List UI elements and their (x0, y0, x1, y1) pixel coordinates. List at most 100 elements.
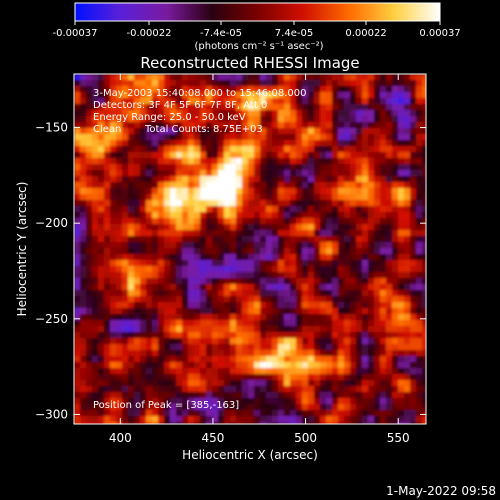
heatmap-cell (188, 254, 195, 261)
heatmap-cell (182, 158, 189, 165)
heatmap-cell (134, 134, 141, 141)
heatmap-cell (368, 104, 375, 111)
heatmap-cell (86, 326, 93, 333)
heatmap-cell (386, 284, 393, 291)
heatmap-cell (398, 332, 405, 339)
heatmap-cell (74, 344, 81, 351)
heatmap-cell (242, 410, 249, 417)
heatmap-cell (236, 296, 243, 303)
heatmap-cell (416, 242, 423, 249)
heatmap-cell (344, 350, 351, 357)
heatmap-cell (326, 188, 333, 195)
heatmap-cell (338, 248, 345, 255)
heatmap-cell (344, 158, 351, 165)
heatmap-cell (236, 206, 243, 213)
heatmap-cell (392, 386, 399, 393)
heatmap-cell (80, 422, 87, 424)
heatmap-cell (158, 302, 165, 309)
heatmap-cell (368, 74, 375, 81)
heatmap-cell (206, 236, 213, 243)
heatmap-cell (296, 350, 303, 357)
heatmap-cell (92, 278, 99, 285)
heatmap-cell (224, 362, 231, 369)
heatmap-cell (110, 206, 117, 213)
heatmap-cell (80, 248, 87, 255)
heatmap-cell (98, 380, 105, 387)
heatmap-cell (338, 278, 345, 285)
heatmap-cell (182, 410, 189, 417)
heatmap-cell (248, 230, 255, 237)
heatmap-cell (158, 194, 165, 201)
heatmap-cell (212, 344, 219, 351)
heatmap-cell (278, 230, 285, 237)
heatmap-cell (290, 398, 297, 405)
heatmap-cell (248, 74, 255, 81)
heatmap-cell (290, 92, 297, 99)
heatmap-cell (212, 224, 219, 231)
heatmap-cell (152, 194, 159, 201)
heatmap-cell (218, 116, 225, 123)
heatmap-cell (140, 374, 147, 381)
heatmap-cell (146, 368, 153, 375)
heatmap-cell (194, 248, 201, 255)
heatmap-cell (194, 320, 201, 327)
heatmap-cell (224, 92, 231, 99)
heatmap-cell (104, 146, 111, 153)
heatmap-cell (314, 224, 321, 231)
heatmap-cell (380, 200, 387, 207)
heatmap-cell (146, 248, 153, 255)
heatmap-cell (104, 158, 111, 165)
heatmap-cell (230, 236, 237, 243)
heatmap-cell (158, 236, 165, 243)
heatmap-cell (92, 230, 99, 237)
heatmap-cell (86, 320, 93, 327)
heatmap-cell (236, 254, 243, 261)
heatmap-cell (122, 170, 129, 177)
heatmap-cell (266, 320, 273, 327)
heatmap-cell (326, 356, 333, 363)
heatmap-cell (134, 206, 141, 213)
heatmap-cell (122, 350, 129, 357)
heatmap-cell (248, 110, 255, 117)
heatmap-cell (188, 74, 195, 81)
heatmap-cell (254, 392, 261, 399)
heatmap-cell (128, 398, 135, 405)
heatmap-cell (122, 194, 129, 201)
heatmap-cell (254, 386, 261, 393)
heatmap-cell (368, 266, 375, 273)
heatmap-cell (230, 116, 237, 123)
heatmap-cell (200, 248, 207, 255)
heatmap-cell (320, 320, 327, 327)
heatmap-cell (170, 260, 177, 267)
heatmap-cell (344, 164, 351, 171)
heatmap-cell (368, 248, 375, 255)
heatmap-cell (404, 152, 411, 159)
heatmap-cell (122, 230, 129, 237)
heatmap-cell (374, 74, 381, 81)
heatmap-cell (98, 140, 105, 147)
heatmap-cell (164, 356, 171, 363)
heatmap-cell (338, 404, 345, 411)
heatmap-cell (242, 116, 249, 123)
heatmap-cell (206, 92, 213, 99)
heatmap-cell (92, 152, 99, 159)
heatmap-cell (326, 362, 333, 369)
heatmap-cell (164, 116, 171, 123)
heatmap-cell (422, 422, 426, 424)
heatmap-cell (242, 194, 249, 201)
heatmap-cell (422, 296, 426, 303)
heatmap-cell (242, 350, 249, 357)
heatmap-cell (290, 188, 297, 195)
heatmap-cell (110, 404, 117, 411)
heatmap-cell (74, 134, 81, 141)
heatmap-cell (416, 356, 423, 363)
heatmap-cell (86, 392, 93, 399)
heatmap-cell (170, 194, 177, 201)
heatmap-cell (116, 194, 123, 201)
heatmap-cell (116, 410, 123, 417)
heatmap-cell (128, 278, 135, 285)
heatmap-cell (86, 230, 93, 237)
heatmap-cell (116, 320, 123, 327)
heatmap-cell (248, 128, 255, 135)
